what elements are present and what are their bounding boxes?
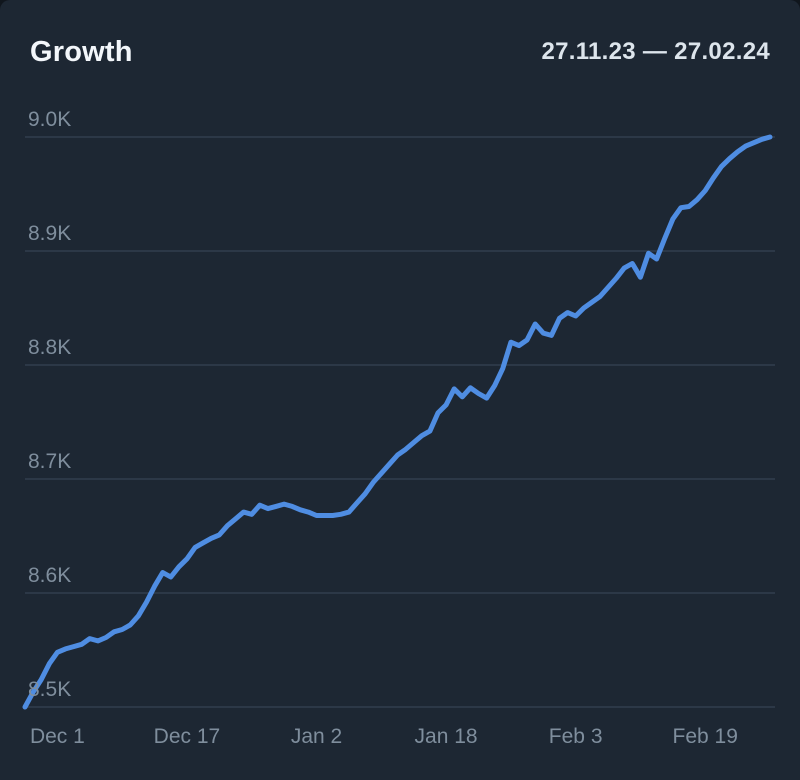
x-tick-label: Dec 1: [30, 725, 85, 748]
y-tick-label: 8.5K: [28, 678, 71, 701]
x-tick-label: Feb 3: [549, 725, 603, 748]
chart-title: Growth: [30, 35, 133, 68]
y-tick-label: 8.9K: [28, 222, 71, 245]
x-tick-label: Feb 19: [673, 725, 738, 748]
series-layer: [22, 134, 773, 710]
y-tick-label: 9.0K: [28, 108, 71, 131]
x-tick-label: Jan 18: [415, 725, 478, 748]
chart-date-range: 27.11.23 — 27.02.24: [541, 38, 770, 65]
y-tick-label: 8.6K: [28, 564, 71, 587]
grid-layer: [25, 136, 775, 708]
x-tick-label: Jan 2: [291, 725, 342, 748]
y-tick-label: 8.8K: [28, 336, 71, 359]
axis-label-layer: 8.5K 8.6K 8.7K 8.8K 8.9K 9.0K Dec 1 Dec 17 Jan 2…: [28, 108, 738, 748]
x-tick-label: Dec 17: [154, 725, 221, 748]
series-line-growth[interactable]: [22, 134, 773, 710]
chart-header: Growth 27.11.23 — 27.02.24: [0, 0, 800, 90]
y-tick-label: 8.7K: [28, 450, 71, 473]
